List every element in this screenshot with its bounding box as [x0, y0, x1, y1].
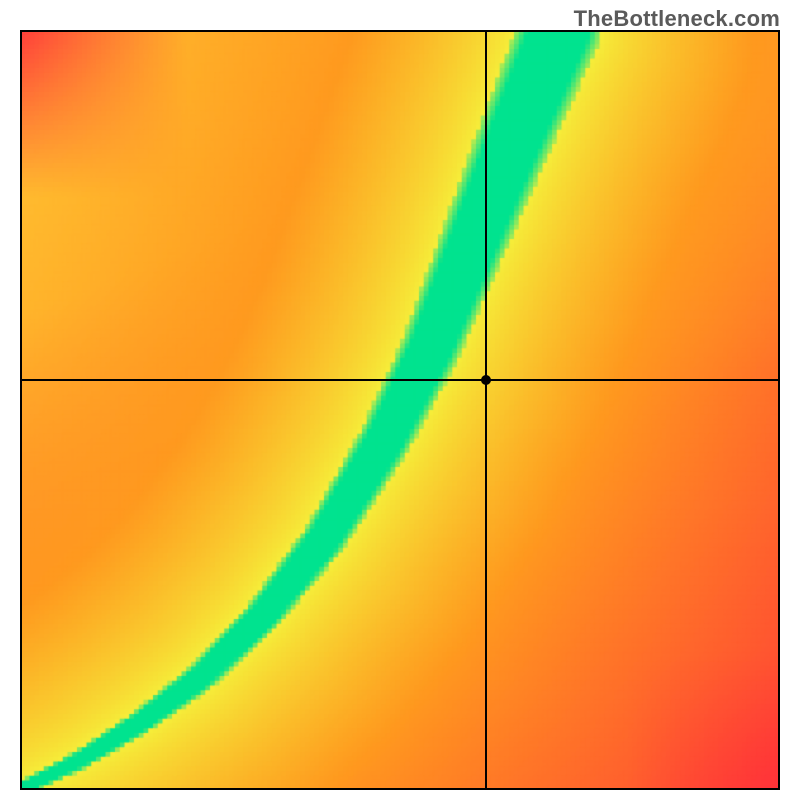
heatmap-canvas: [20, 30, 780, 790]
watermark-text: TheBottleneck.com: [574, 6, 780, 32]
chart-container: TheBottleneck.com: [0, 0, 800, 800]
heatmap-plot: [20, 30, 780, 790]
